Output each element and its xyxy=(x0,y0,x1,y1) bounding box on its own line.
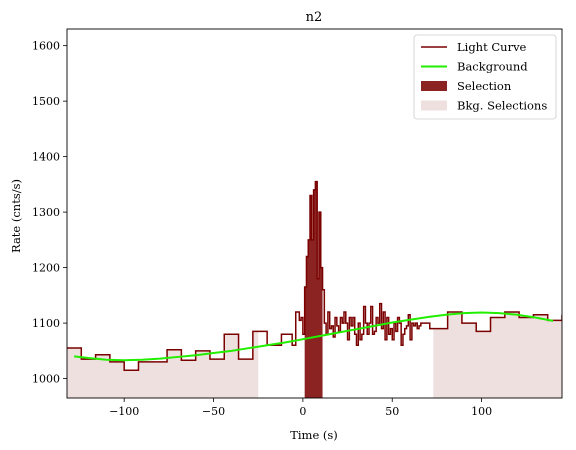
x-tick-label: −100 xyxy=(109,405,139,418)
bkg-selection-region-1 xyxy=(433,311,562,398)
bkg-selection-region-0 xyxy=(67,331,259,398)
x-tick-label: 100 xyxy=(471,405,492,418)
y-axis-label: Rate (cnts/s) xyxy=(9,179,23,253)
selection-region xyxy=(304,181,323,398)
legend-swatch xyxy=(421,100,447,111)
y-tick-label: 1300 xyxy=(32,206,60,219)
x-axis-label: Time (s) xyxy=(290,428,338,442)
light-curve-series xyxy=(67,180,562,372)
y-tick-label: 1400 xyxy=(32,151,60,164)
legend-label: Background xyxy=(457,60,528,74)
y-tick-label: 1600 xyxy=(32,40,60,53)
legend-label: Light Curve xyxy=(457,40,527,54)
x-tick-label: −50 xyxy=(202,405,225,418)
legend-label: Selection xyxy=(457,79,512,93)
background-series xyxy=(74,311,554,362)
y-tick-label: 1200 xyxy=(32,262,60,275)
legend-box xyxy=(413,34,557,120)
x-tick-label: 50 xyxy=(385,405,399,418)
y-tick-label: 1500 xyxy=(32,95,60,108)
y-tick-label: 1100 xyxy=(32,317,60,330)
plot-area xyxy=(67,180,562,398)
legend-swatch xyxy=(421,81,447,91)
legend-label: Bkg. Selections xyxy=(457,99,547,113)
legend: Light Curve Background Selection Bkg. Selec… xyxy=(413,34,557,120)
chart-title: n2 xyxy=(306,10,323,25)
x-tick-label: 0 xyxy=(299,405,306,418)
axes-ticks: −100 −50 0 50 100 1000 1100 1200 1300 1400 1500 160… xyxy=(32,28,563,418)
axes-frame xyxy=(66,28,563,399)
y-tick-label: 1000 xyxy=(32,373,60,386)
